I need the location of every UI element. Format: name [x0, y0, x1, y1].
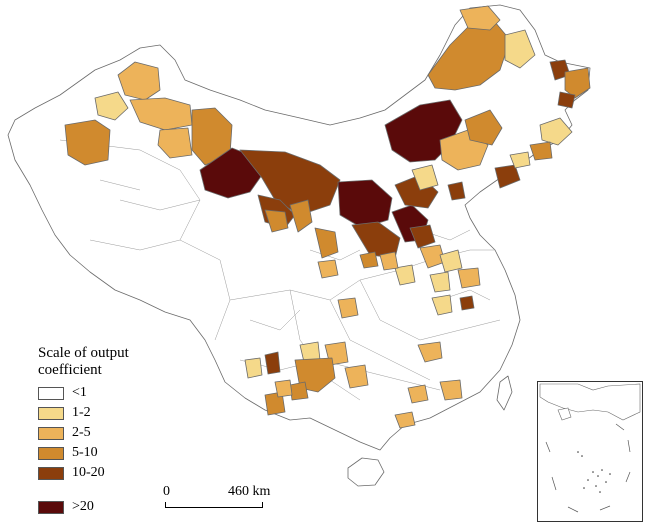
region-jinhua: [439, 379, 463, 401]
region-jilin: [539, 117, 573, 146]
region-dalian: [509, 151, 531, 169]
region-ordos: [337, 179, 393, 229]
region-fuzhou: [407, 384, 429, 404]
region-weinan: [359, 251, 379, 269]
region-heihe: [504, 29, 536, 69]
region-tangshan: [447, 181, 466, 201]
region-huaibei: [431, 294, 453, 316]
region-tacheng: [94, 91, 129, 121]
region-wuwei: [289, 199, 313, 233]
legend-item: 1-2: [38, 404, 91, 422]
hainan-island: [347, 457, 385, 487]
legend-item: >20: [38, 498, 94, 516]
region-qujing: [274, 379, 293, 398]
legend-item: 10-20: [38, 464, 105, 482]
region-huainan: [459, 295, 475, 311]
region-altay: [117, 61, 161, 101]
region-shuangyashan: [564, 67, 591, 99]
region-handan: [439, 249, 463, 273]
region-turpan: [157, 127, 193, 159]
region-jiuquan: [199, 147, 263, 199]
region-zhangjiakou: [411, 164, 439, 191]
region-baiyin: [314, 227, 339, 259]
legend-swatch: [38, 426, 64, 440]
legend-label: <1: [72, 385, 87, 400]
legend-label: 1-2: [72, 405, 91, 420]
legend-label: 2-5: [72, 425, 91, 440]
legend-title: Scale of output coefficient: [38, 345, 129, 378]
region-kashgar: [64, 119, 111, 166]
region-sanmenxia: [379, 251, 399, 271]
region-tongliao: [464, 109, 503, 146]
region-liangshan: [244, 357, 263, 379]
region-taiyuan: [409, 224, 436, 249]
region-bijie: [289, 381, 309, 401]
region-xuzhou: [457, 267, 481, 289]
legend-label: 10-20: [72, 465, 105, 480]
region-xiangyang: [417, 341, 443, 363]
taiwan-island: [496, 375, 513, 411]
legend-item: 5-10: [38, 444, 98, 462]
region-daxinganling: [459, 5, 501, 31]
region-chongqing: [344, 364, 369, 389]
legend-swatch: [38, 466, 64, 480]
region-hanzhong: [337, 297, 359, 319]
region-kunming: [264, 391, 286, 416]
scale-end-label: 460 km: [228, 484, 271, 499]
region-qinghai-haixi: [264, 209, 289, 233]
south-china-sea-inset: [537, 381, 643, 522]
inset-map: [539, 383, 641, 513]
legend-swatch: [38, 446, 64, 460]
legend-swatch: [38, 500, 64, 514]
region-jining: [429, 271, 451, 293]
region-pingdingshan: [394, 264, 416, 286]
legend-label: >20: [72, 499, 94, 514]
region-qitaihe: [557, 91, 576, 109]
region-alxa: [239, 149, 341, 216]
legend-swatch: [38, 406, 64, 420]
region-panzhihua: [264, 351, 281, 375]
region-shaoguan: [394, 411, 416, 429]
region-fuxin: [494, 164, 521, 189]
legend-item: <1: [38, 384, 87, 402]
legend-item: 2-5: [38, 424, 91, 442]
region-wuhai: [351, 221, 401, 259]
scale-bar: [165, 502, 263, 508]
legend-label: 5-10: [72, 445, 98, 460]
region-yanbian: [529, 141, 553, 161]
region-xining: [317, 259, 339, 279]
legend-swatch: [38, 386, 64, 400]
scale-start-label: 0: [163, 484, 170, 499]
